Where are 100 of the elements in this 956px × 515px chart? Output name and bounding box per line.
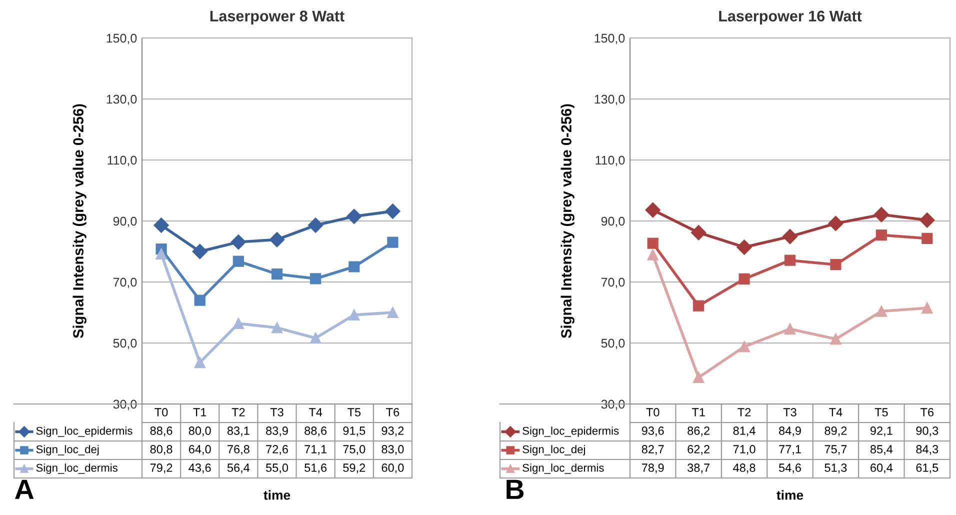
- data-label: 83,0: [382, 445, 404, 455]
- point: [232, 256, 244, 267]
- data-label: 51,3: [824, 464, 847, 474]
- point: [693, 372, 704, 384]
- data-label: 84,9: [779, 426, 801, 436]
- point: [269, 232, 285, 248]
- data-label: 59,2: [343, 464, 366, 474]
- y-tick-label: 150,0: [594, 34, 625, 44]
- data-label: 60,4: [870, 464, 893, 474]
- data-label: 92,1: [870, 426, 892, 436]
- data-label: 88,6: [150, 426, 172, 436]
- data-label: 75,7: [824, 445, 847, 455]
- y-tick-label: 90,0: [601, 216, 625, 228]
- legend-label: Sign_loc_dermis: [36, 464, 118, 474]
- x-tick-label: T0: [646, 408, 660, 416]
- point: [784, 323, 796, 335]
- point: [738, 273, 750, 285]
- legend-label: Sign_loc_epidermis: [36, 426, 132, 437]
- y-tick-label: 90,0: [113, 216, 137, 228]
- point: [230, 234, 246, 250]
- y-tick-label: 70,0: [601, 278, 625, 288]
- point: [156, 248, 167, 260]
- data-label: 71,0: [733, 445, 756, 455]
- text: B: [506, 480, 524, 499]
- data-label: 83,1: [227, 426, 250, 436]
- x-tick-label: T0: [154, 408, 168, 416]
- y-tick-label: 50,0: [113, 338, 137, 350]
- point: [693, 300, 704, 312]
- data-label: 54,6: [778, 464, 801, 474]
- data-label: 90,3: [916, 426, 938, 436]
- x-tick-label: T2: [232, 408, 245, 416]
- x-tick-label: T4: [308, 408, 322, 416]
- point: [922, 232, 933, 244]
- y-tick-label: 130,0: [594, 94, 625, 106]
- point: [784, 254, 796, 266]
- data-label: 80,0: [188, 426, 211, 436]
- y-axis-title: Signal Intensity (grey value 0-256): [560, 104, 574, 338]
- point: [738, 341, 750, 352]
- point: [194, 356, 206, 368]
- data-label: 38,7: [688, 464, 710, 474]
- point: [308, 218, 324, 233]
- point: [645, 202, 660, 218]
- point: [922, 302, 933, 314]
- chart-title: Laserpower 8 Watt: [210, 10, 344, 25]
- point: [387, 236, 398, 248]
- legend-label: Sign_loc_dej: [36, 445, 99, 456]
- point: [271, 268, 283, 280]
- point: [385, 204, 400, 219]
- legend-label: Sign_loc_epidermis: [522, 426, 619, 437]
- data-label: 77,1: [779, 445, 801, 455]
- x-tick-label: T1: [193, 408, 206, 416]
- legend-label: Sign_loc_dermis: [522, 464, 604, 474]
- data-label: 71,1: [304, 445, 326, 455]
- data-label: 55,0: [266, 464, 288, 474]
- x-tick-label: T4: [829, 408, 842, 416]
- x-axis-title: time: [776, 490, 804, 500]
- x-tick-label: T2: [738, 408, 751, 416]
- x-tick-label: T3: [783, 408, 796, 416]
- chart-title: Laserpower 16 Watt: [719, 10, 862, 25]
- data-label: 60,0: [382, 464, 404, 474]
- y-axis-title: Signal Intensity (grey value 0-256): [72, 104, 86, 338]
- point: [828, 216, 844, 232]
- point: [194, 294, 206, 306]
- data-label: 85,4: [870, 445, 893, 455]
- data-label: 83,9: [266, 426, 288, 436]
- point: [876, 306, 887, 317]
- data-label: 64,0: [188, 445, 211, 455]
- data-label: 79,2: [150, 464, 172, 474]
- text: A: [15, 480, 34, 499]
- point: [387, 306, 398, 318]
- x-tick-label: T6: [920, 408, 934, 416]
- point: [782, 228, 798, 244]
- point: [310, 332, 322, 344]
- x-tick-label: T6: [386, 408, 400, 416]
- data-label: 81,4: [733, 426, 756, 436]
- point: [830, 259, 842, 270]
- data-label: 88,6: [304, 426, 327, 436]
- data-label: 86,2: [688, 426, 710, 436]
- data-label: 80,8: [150, 445, 172, 455]
- legend-label: Sign_loc_dej: [522, 445, 585, 456]
- point: [647, 238, 658, 249]
- data-label: 82,7: [642, 445, 664, 455]
- point: [192, 244, 208, 260]
- point: [232, 318, 244, 330]
- data-label: 51,6: [304, 464, 327, 474]
- point: [736, 240, 752, 255]
- data-label: 56,4: [227, 464, 250, 474]
- point: [348, 309, 360, 320]
- point: [874, 207, 889, 222]
- y-tick-label: 70,0: [113, 278, 137, 288]
- point: [830, 333, 842, 345]
- point: [920, 212, 935, 228]
- data-label: 48,8: [733, 464, 756, 474]
- point: [346, 208, 362, 224]
- point: [348, 261, 360, 272]
- data-label: 43,6: [188, 464, 211, 474]
- y-tick-label: 50,0: [601, 338, 625, 350]
- point: [647, 249, 658, 260]
- x-tick-label: T5: [348, 408, 361, 416]
- point: [691, 225, 706, 240]
